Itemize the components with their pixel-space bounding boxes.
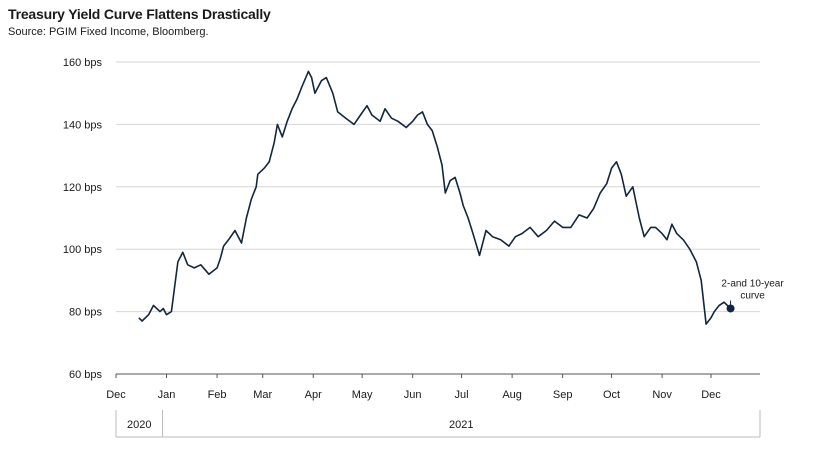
chart-title: Treasury Yield Curve Flattens Drasticall… [8, 6, 271, 22]
x-tick-label: Sep [553, 389, 573, 401]
x-tick-label: Oct [603, 389, 620, 401]
end-point-marker [726, 304, 735, 313]
x-tick-label: May [352, 389, 373, 401]
x-tick-label: Apr [305, 389, 322, 401]
year-label: 2021 [449, 419, 473, 431]
series-line [138, 70, 732, 325]
x-tick-label: Mar [253, 389, 272, 401]
y-tick-label: 120 bps [63, 182, 103, 194]
x-tick-label: Jan [158, 389, 176, 401]
annotation-label-line1: 2-and 10-year [721, 278, 784, 289]
x-tick-label: Aug [502, 389, 522, 401]
x-tick-label: Jun [404, 389, 422, 401]
x-tick-label: Nov [652, 389, 672, 401]
y-tick-label: 140 bps [63, 119, 103, 131]
x-tick-label: Jul [455, 389, 469, 401]
x-tick-label: Feb [208, 389, 227, 401]
y-tick-label: 80 bps [69, 307, 103, 319]
y-tick-label: 60 bps [69, 369, 103, 381]
y-tick-label: 160 bps [63, 57, 103, 69]
annotation-label-line2: curve [740, 290, 765, 301]
x-tick-label: Dec [701, 389, 721, 401]
chart-subtitle: Source: PGIM Fixed Income, Bloomberg. [8, 26, 209, 38]
x-tick-label: Dec [106, 389, 126, 401]
year-label: 2020 [127, 419, 151, 431]
y-tick-label: 100 bps [63, 244, 103, 256]
